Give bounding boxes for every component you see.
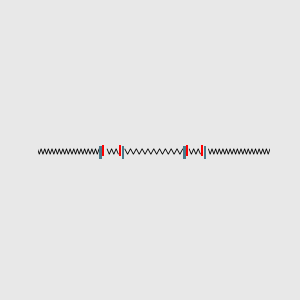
Bar — [102, 145, 104, 155]
Bar — [203, 146, 206, 159]
Bar — [119, 145, 122, 155]
Bar — [183, 146, 186, 159]
Bar — [99, 146, 102, 159]
Bar — [122, 146, 124, 159]
Bar — [186, 145, 188, 155]
Bar — [201, 145, 203, 155]
